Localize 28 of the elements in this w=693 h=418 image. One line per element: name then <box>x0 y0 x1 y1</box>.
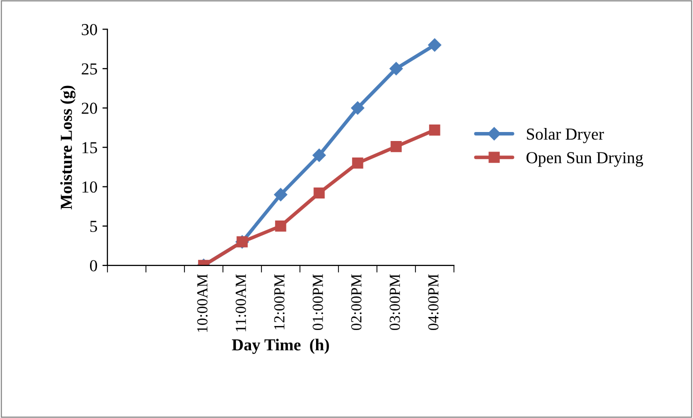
point <box>390 62 403 76</box>
x-axis-title: Day Time (h) <box>232 338 329 354</box>
y-tick-label: 25 <box>82 63 98 75</box>
x-tick-label: 12:00PM <box>274 274 285 330</box>
point <box>429 124 440 136</box>
y-tick-label: 20 <box>82 102 98 114</box>
y-tick-label: 10 <box>82 181 98 193</box>
x-tick-label: 10:00AM <box>197 274 208 332</box>
point <box>428 38 442 52</box>
legend-label: Solar Dryer <box>526 128 604 144</box>
y-tick-label: 0 <box>90 260 98 272</box>
point <box>314 187 325 199</box>
point <box>390 141 402 152</box>
y-tick-label: 30 <box>82 24 98 36</box>
legend-label: Open Sun Drying <box>526 152 644 167</box>
point <box>275 220 286 232</box>
x-tick-label: 02:00PM <box>351 274 362 330</box>
y-axis-title: Moisture Loss (g) <box>60 86 76 210</box>
x-tick-label: 04:00PM <box>428 274 439 330</box>
point <box>274 188 288 202</box>
point <box>312 148 326 162</box>
point <box>351 101 364 115</box>
x-tick-label: 03:00PM <box>390 274 400 330</box>
x-tick-label: 01:00PM <box>312 274 324 330</box>
y-tick-label: 15 <box>82 142 98 154</box>
y-tick-label: 5 <box>90 220 98 232</box>
x-tick-label: 11:00AM <box>236 274 246 332</box>
point <box>352 158 364 169</box>
